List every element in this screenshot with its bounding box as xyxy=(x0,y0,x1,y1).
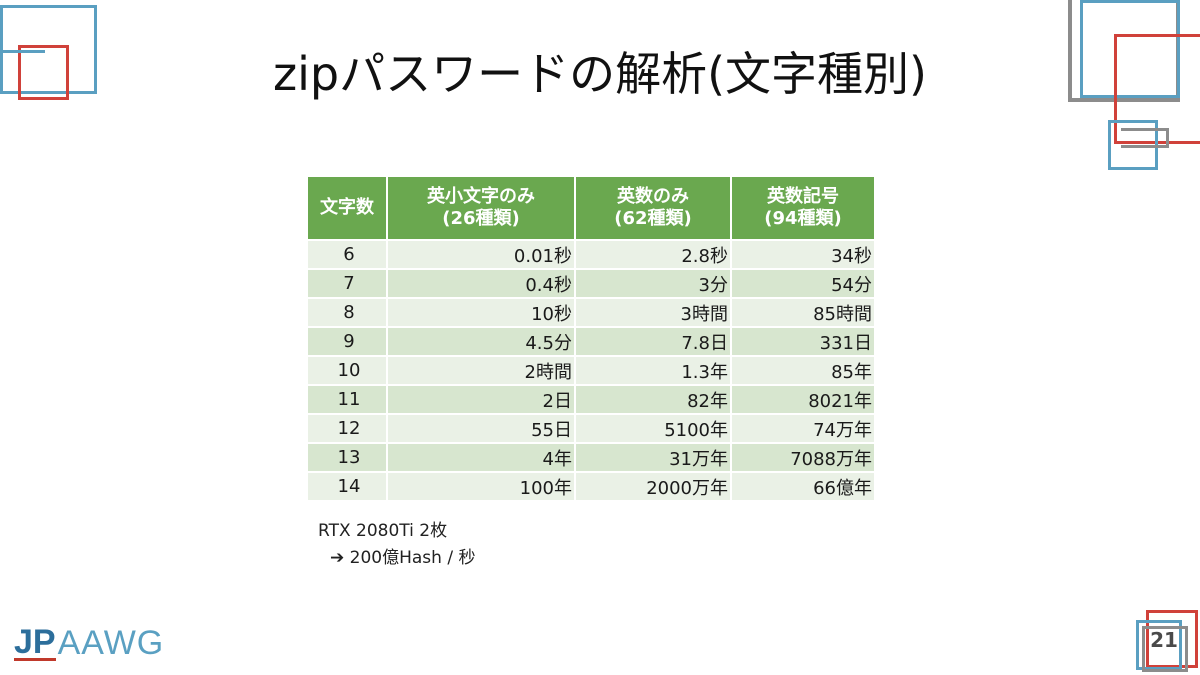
cell-length: 6 xyxy=(308,239,388,269)
arrow-right-icon: ➔ xyxy=(330,548,345,568)
note-hash-rate: 200億Hash / 秒 xyxy=(349,548,476,568)
cell-length: 11 xyxy=(308,384,388,414)
logo-aawg: AAWG xyxy=(57,624,165,662)
cell-time: 2日 xyxy=(387,384,576,414)
cell-time: 55日 xyxy=(387,413,576,443)
table-row: 12 55日 5100年 74万年 xyxy=(308,413,874,443)
deco-square-blue-bottomright xyxy=(1136,620,1182,670)
table-header-row: 文字数 英小文字のみ (26種類) 英数のみ (62種類) 英数記号 (94種類… xyxy=(308,177,874,240)
cell-time: 0.01秒 xyxy=(387,239,576,269)
cell-time: 2時間 xyxy=(387,355,576,385)
cell-time: 3分 xyxy=(575,268,732,298)
cell-time: 54分 xyxy=(731,268,874,298)
cell-time: 85時間 xyxy=(731,297,874,327)
cell-length: 13 xyxy=(308,442,388,472)
cell-time: 4年 xyxy=(387,442,576,472)
cell-time: 331日 xyxy=(731,326,874,356)
deco-square-gray-bottomright xyxy=(1142,626,1188,672)
cell-time: 0.4秒 xyxy=(387,268,576,298)
header-length: 文字数 xyxy=(308,177,388,240)
header-alnum-symbol: 英数記号 (94種類) xyxy=(731,177,874,240)
deco-square-blue-topleft xyxy=(0,5,97,94)
jpaawg-logo: JP AAWG xyxy=(14,624,164,663)
cell-time: 85年 xyxy=(731,355,874,385)
cell-time: 82年 xyxy=(575,384,732,414)
cell-time: 2.8秒 xyxy=(575,239,732,269)
cell-time: 66億年 xyxy=(731,471,874,500)
deco-line-blue-topleft xyxy=(0,50,45,53)
cell-time: 8021年 xyxy=(731,384,874,414)
table-row: 6 0.01秒 2.8秒 34秒 xyxy=(308,239,874,269)
cell-time: 1.3年 xyxy=(575,355,732,385)
deco-square-red-bottomright xyxy=(1146,610,1198,668)
deco-square-red-topleft xyxy=(18,45,69,100)
cell-time: 7088万年 xyxy=(731,442,874,472)
cell-length: 9 xyxy=(308,326,388,356)
cell-time: 31万年 xyxy=(575,442,732,472)
cell-length: 10 xyxy=(308,355,388,385)
note-rate-line: ➔ 200億Hash / 秒 xyxy=(318,545,475,572)
cell-time: 3時間 xyxy=(575,297,732,327)
crack-time-table: 文字数 英小文字のみ (26種類) 英数のみ (62種類) 英数記号 (94種類… xyxy=(308,177,874,500)
header-alphanumeric: 英数のみ (62種類) xyxy=(575,177,732,240)
table-row: 11 2日 82年 8021年 xyxy=(308,384,874,414)
cell-time: 7.8日 xyxy=(575,326,732,356)
table-row: 8 10秒 3時間 85時間 xyxy=(308,297,874,327)
cell-time: 10秒 xyxy=(387,297,576,327)
slide-title: zipパスワードの解析(文字種別) xyxy=(272,47,928,101)
table-row: 10 2時間 1.3年 85年 xyxy=(308,355,874,385)
table-row: 13 4年 31万年 7088万年 xyxy=(308,442,874,472)
deco-square-blue-topright xyxy=(1080,0,1180,98)
cell-time: 74万年 xyxy=(731,413,874,443)
header-lowercase: 英小文字のみ (26種類) xyxy=(387,177,576,240)
cell-time: 34秒 xyxy=(731,239,874,269)
page-number: 21 xyxy=(1150,628,1178,652)
hardware-note: RTX 2080Ti 2枚 ➔ 200億Hash / 秒 xyxy=(318,518,475,572)
cell-time: 100年 xyxy=(387,471,576,500)
cell-length: 7 xyxy=(308,268,388,298)
note-gpu: RTX 2080Ti 2枚 xyxy=(318,521,448,541)
deco-square-gray-small-topright xyxy=(1121,128,1169,148)
cell-length: 12 xyxy=(308,413,388,443)
table-row: 7 0.4秒 3分 54分 xyxy=(308,268,874,298)
cell-time: 4.5分 xyxy=(387,326,576,356)
logo-jp: JP xyxy=(14,622,56,661)
table-row: 9 4.5分 7.8日 331日 xyxy=(308,326,874,356)
table-row: 14 100年 2000万年 66億年 xyxy=(308,471,874,500)
table-body: 6 0.01秒 2.8秒 34秒 7 0.4秒 3分 54分 8 10秒 3時間 85時間 9 4.5分 7… xyxy=(308,239,874,500)
cell-time: 5100年 xyxy=(575,413,732,443)
cell-length: 8 xyxy=(308,297,388,327)
cell-length: 14 xyxy=(308,471,388,500)
cell-time: 2000万年 xyxy=(575,471,732,500)
